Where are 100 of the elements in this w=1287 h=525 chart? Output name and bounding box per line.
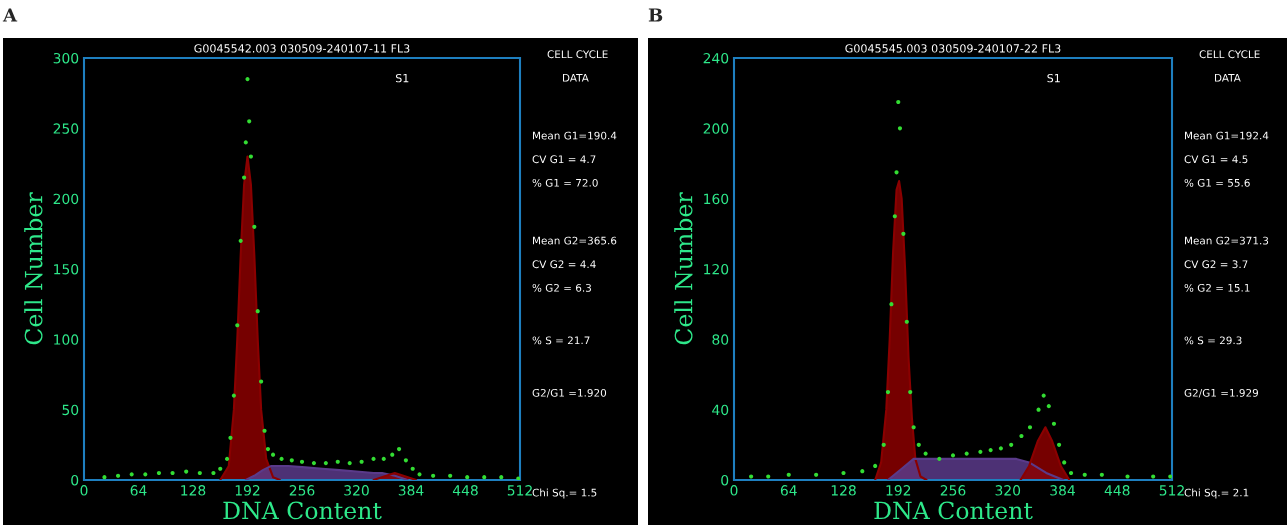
point: [410, 466, 415, 471]
point: [102, 475, 107, 480]
x-tick-label: 320: [344, 485, 369, 496]
point: [335, 459, 340, 464]
point: [262, 428, 267, 433]
y-tick-label: 160: [704, 193, 729, 205]
point: [197, 470, 202, 476]
text: B: [648, 8, 663, 22]
x-tick-label: 448: [1104, 485, 1130, 496]
text: A: [2, 8, 18, 22]
point: [259, 379, 264, 384]
text: % S = 21.7: [532, 336, 590, 345]
y-tick-label: 0: [71, 474, 79, 486]
point: [1019, 433, 1024, 439]
point: [873, 463, 878, 469]
point: [892, 214, 897, 219]
point: [279, 456, 284, 461]
point: [211, 470, 216, 476]
y-tick-label: 250: [53, 123, 79, 134]
text: Mean G1=192.4: [1185, 131, 1269, 140]
text: Mean G2=365.6: [533, 236, 617, 245]
point: [1125, 474, 1130, 479]
point: [950, 453, 956, 458]
point: [1046, 404, 1051, 409]
point: [248, 154, 253, 159]
chart-title: G0045545.003 030509-240107-22 FL3: [845, 44, 1061, 53]
point: [265, 446, 271, 452]
chart-title: G0045542.003 030509-240107-11 FL3: [194, 44, 410, 53]
point: [1068, 470, 1074, 476]
x-tick-label: 512: [1159, 485, 1184, 496]
text: G2/G1 =1.920: [532, 388, 607, 398]
point: [786, 472, 791, 477]
y-tick-label: 100: [54, 334, 79, 345]
point: [1009, 442, 1014, 447]
point: [381, 456, 386, 461]
text: CV G2 = 3.7: [1184, 260, 1248, 269]
annotation: S1: [395, 73, 409, 83]
point: [448, 473, 453, 478]
point: [390, 452, 395, 457]
point: [129, 472, 134, 477]
point: [143, 472, 148, 477]
x-tick-label: 256: [940, 485, 966, 496]
point: [499, 475, 504, 480]
x-tick-label: 256: [289, 485, 315, 496]
text: % S = 29.3: [1184, 336, 1242, 345]
x-tick-label: 64: [780, 485, 797, 496]
point: [170, 470, 175, 476]
point: [255, 309, 260, 314]
point: [897, 126, 903, 131]
point: [243, 140, 248, 145]
point: [766, 474, 771, 479]
y-tick-label: 200: [53, 193, 79, 205]
point: [908, 390, 913, 395]
point: [885, 390, 891, 395]
x-axis-title: DNA Content: [223, 501, 382, 520]
point: [359, 459, 364, 464]
point: [889, 302, 894, 307]
x-axis-title: DNA Content: [874, 501, 1033, 520]
point: [881, 442, 886, 447]
text: DATA: [563, 74, 589, 82]
annotation: S1: [1047, 73, 1060, 83]
point: [998, 446, 1003, 451]
point: [860, 469, 865, 474]
x-tick-label: 448: [452, 485, 478, 496]
point: [896, 99, 901, 105]
x-tick-label: 192: [235, 485, 260, 496]
point: [841, 470, 846, 476]
x-tick-label: 64: [130, 485, 147, 496]
point: [115, 473, 121, 478]
point: [156, 470, 162, 476]
point: [299, 459, 305, 464]
text: Mean G2=371.3: [1185, 236, 1269, 245]
point: [431, 473, 436, 478]
point: [371, 456, 376, 461]
text: DATA: [1215, 74, 1241, 82]
point: [937, 456, 942, 461]
y-tick-label: 80: [712, 334, 729, 345]
point: [482, 475, 487, 480]
text: CV G1 = 4.7: [532, 155, 596, 164]
point: [238, 238, 243, 243]
point: [964, 451, 969, 456]
text: Chi Sq.= 1.5: [532, 488, 597, 499]
point: [403, 458, 408, 463]
text: G2/G1 =1.929: [1184, 388, 1259, 398]
point: [184, 469, 189, 474]
point: [1082, 472, 1087, 477]
point: [1151, 474, 1156, 479]
point: [904, 319, 909, 324]
x-tick-label: 0: [730, 485, 738, 496]
text: CELL CYCLE: [1199, 50, 1260, 59]
x-tick-label: 384: [398, 485, 424, 496]
text: Mean G1=190.4: [533, 131, 617, 140]
point: [245, 77, 250, 82]
text: % G1 = 55.6: [1184, 178, 1250, 187]
point: [1168, 474, 1172, 479]
point: [247, 119, 252, 124]
y-tick-label: 200: [703, 123, 729, 134]
point: [916, 442, 921, 447]
y-tick-label: 150: [54, 263, 79, 275]
x-tick-label: 0: [80, 485, 88, 496]
